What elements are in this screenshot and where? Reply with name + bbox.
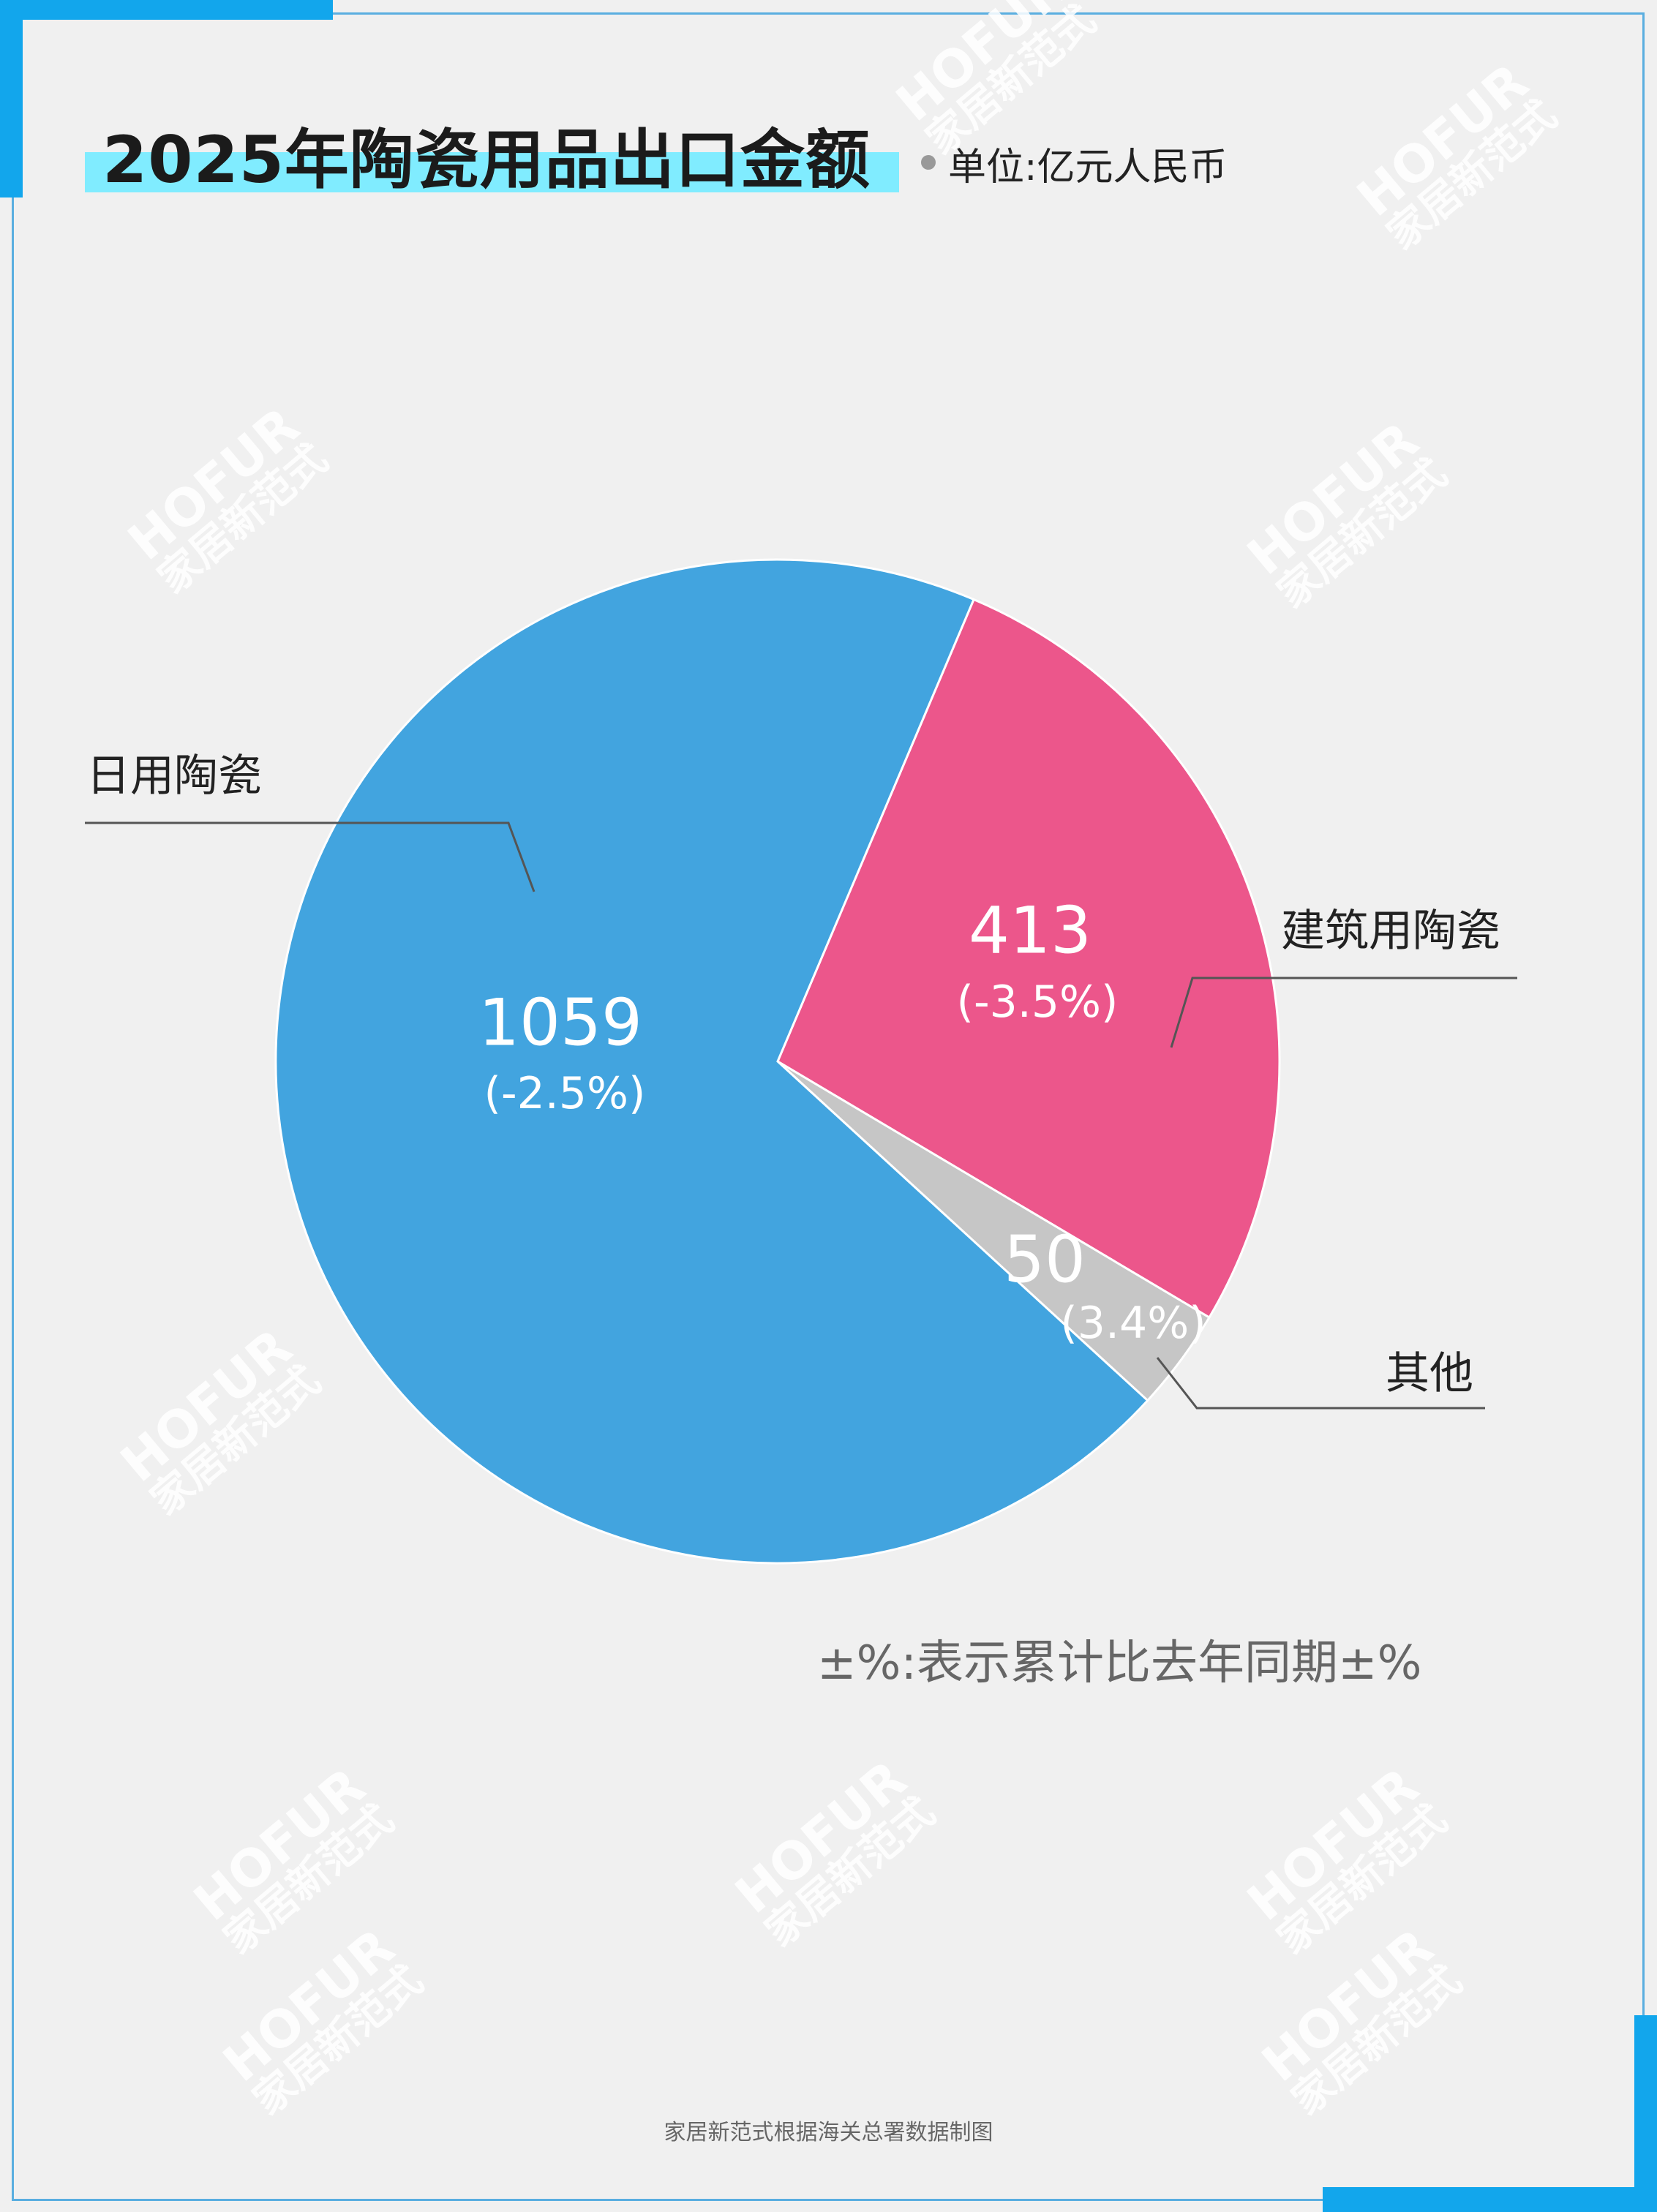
change-label-daily: (-2.5%): [484, 1068, 646, 1119]
leader-line-building: [1170, 977, 1517, 1048]
unit-label: 单位:亿元人民币: [948, 146, 1228, 189]
value-label-building: 413: [969, 892, 1091, 968]
corner-accent-right: [1634, 2015, 1657, 2212]
leader-line-daily: [85, 821, 536, 892]
corner-accent-bottom: [1323, 2187, 1657, 2212]
source-footer: 家居新范式根据海关总署数据制图: [664, 2120, 993, 2145]
corner-accent-left: [0, 0, 23, 198]
corner-accent-top: [0, 0, 333, 20]
change-label-building: (-3.5%): [956, 977, 1119, 1028]
label-building-ceramics: 建筑用陶瓷: [1281, 906, 1500, 957]
change-note: ±%:表示累计比去年同期±%: [817, 1636, 1422, 1690]
value-label-daily: 1059: [478, 985, 642, 1061]
title-highlight: [85, 152, 899, 192]
pie-slice-2: [274, 558, 1149, 1565]
frame-border: [12, 12, 1645, 2201]
label-other: 其他: [1386, 1348, 1473, 1399]
leader-line-other: [1156, 1357, 1485, 1410]
unit-bullet: [921, 155, 936, 170]
label-daily-ceramics: 日用陶瓷: [86, 750, 262, 802]
pie-slice-0: [776, 598, 1281, 1320]
chart-title: 2025年陶瓷用品出口金额: [102, 122, 871, 198]
change-label-other: (3.4%): [1060, 1298, 1206, 1349]
value-label-other: 50: [1004, 1222, 1086, 1298]
